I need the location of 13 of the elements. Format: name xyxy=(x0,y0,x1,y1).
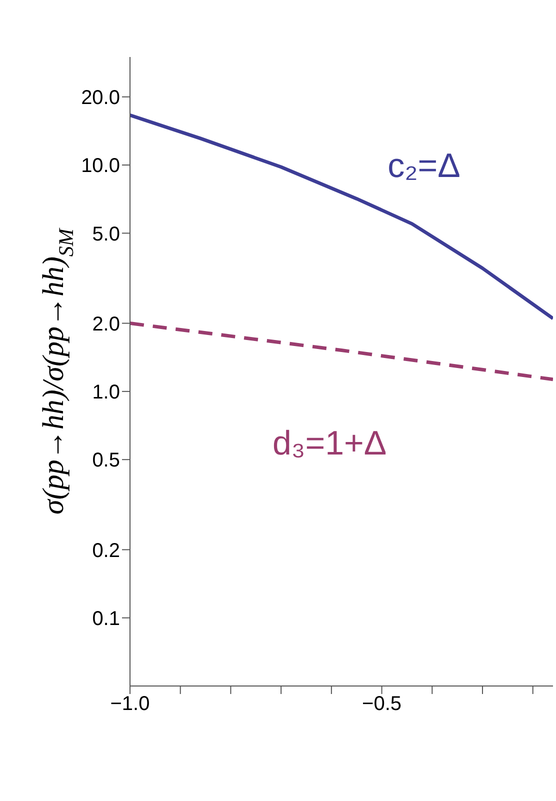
y-tick-label: 0.5 xyxy=(92,450,120,472)
y-tick-label: 0.1 xyxy=(92,608,120,630)
y-tick-label: 2.0 xyxy=(92,313,120,336)
y-tick-label: 1.0 xyxy=(92,382,120,404)
y-tick-label: 20.0 xyxy=(81,86,120,109)
series-label: c₂=Δ xyxy=(388,146,460,185)
series-label: d₃=1+Δ xyxy=(272,424,387,462)
x-tick-label: −0.5 xyxy=(362,693,402,716)
y-tick-label: 0.2 xyxy=(92,540,120,562)
line-series xyxy=(130,113,553,320)
y-tick-label: 5.0 xyxy=(92,223,120,246)
x-tick-label: −1.0 xyxy=(110,693,150,716)
y-tick-label: 10.0 xyxy=(81,155,120,178)
